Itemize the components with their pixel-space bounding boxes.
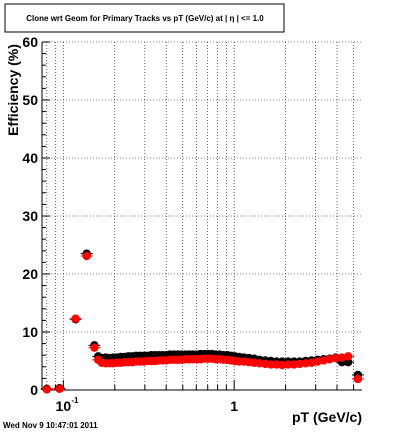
timestamp: Wed Nov 9 10:47:01 2011 [3, 421, 98, 430]
data-point [353, 374, 363, 384]
data-point [344, 352, 353, 361]
series-red [40, 251, 364, 394]
x-tick-label: 1 [230, 398, 238, 414]
data-point [90, 343, 99, 352]
chart-title: Clone wrt Geom for Primary Tracks vs pT … [26, 14, 264, 23]
x-tick-label-base: 1 [230, 398, 238, 414]
data-point [42, 385, 51, 394]
data-point [71, 314, 80, 323]
data-point [344, 357, 353, 367]
x-tick-label-exponent: -1 [71, 396, 79, 405]
data-point [337, 353, 347, 362]
y-tick-label: 20 [22, 266, 38, 282]
axes [41, 41, 362, 391]
x-axis-title: pT (GeV/c) [292, 409, 362, 425]
x-tick-label-base: 10 [56, 398, 72, 414]
y-tick-label: 10 [22, 324, 38, 340]
data-point [82, 251, 91, 261]
data-series [40, 249, 364, 394]
x-tick-label: 10 -1 [56, 396, 79, 414]
data-point [331, 353, 340, 363]
y-tick-label: 0 [30, 382, 38, 398]
y-axis-title: Efficiency (%) [5, 44, 21, 136]
grid [42, 41, 362, 391]
y-tick-label: 40 [22, 150, 38, 166]
title-box: Clone wrt Geom for Primary Tracks vs pT … [4, 3, 285, 33]
data-point [55, 384, 64, 394]
y-tick-label: 60 [22, 34, 38, 50]
y-tick-label: 30 [22, 208, 38, 224]
y-tick-label: 50 [22, 92, 38, 108]
